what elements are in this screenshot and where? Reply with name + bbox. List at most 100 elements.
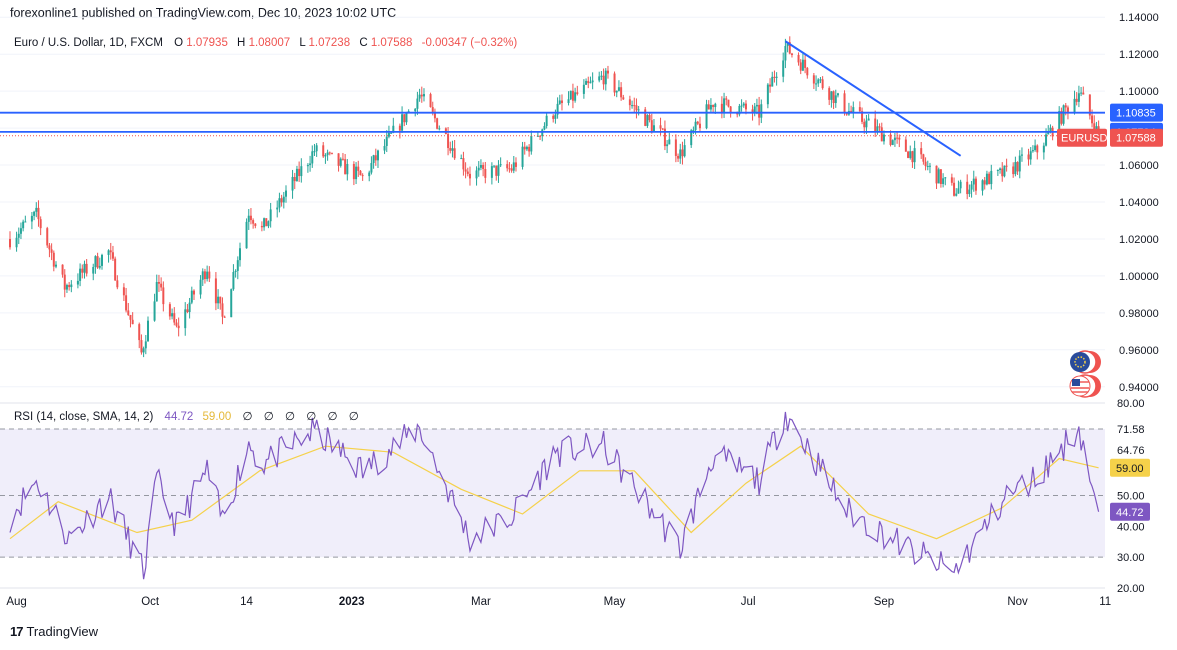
candle-body [755,104,758,107]
candle-body [214,278,217,304]
currency-flags[interactable] [1069,350,1101,398]
candle-body [35,207,38,212]
candle-body [223,316,226,318]
published-caption: forexonline1 published on TradingView.co… [10,6,397,20]
candle-body [674,139,677,156]
eu-flag-icon[interactable] [1070,350,1101,374]
candle-body [85,263,88,274]
candle-body [326,152,329,156]
candle-body [828,88,831,100]
empty-slot-icon: ∅ [243,411,253,423]
candle-body [330,152,333,154]
candle-body [260,225,263,228]
candle-body [374,155,377,161]
candle-body [1073,98,1076,113]
candle-body [30,215,33,222]
candle-body [295,168,298,182]
candle-body [199,279,202,295]
candle-body [567,99,570,104]
close-value: 1.07588 [371,37,413,49]
candle-body [985,173,988,185]
candle-body [896,137,899,139]
candle-body [175,322,178,326]
candle-body [1018,155,1021,172]
candle-body [990,170,993,185]
candle-body [775,76,778,78]
rsi-tick-label: 71.58 [1117,424,1145,436]
candle-body [852,107,855,113]
candle-body [313,151,316,153]
candle-body [582,84,585,94]
candle-body [1042,145,1045,153]
candle-body [1066,107,1069,113]
candle-body [98,265,101,268]
candle-body [836,93,839,96]
candle-body [184,309,187,329]
candle-body [293,176,296,182]
candle-body [882,134,885,142]
tradingview-logo[interactable]: 17 TradingView [10,624,98,639]
candle-body [19,228,22,234]
candle-body [1034,145,1037,151]
candle-body [983,180,986,185]
candle-body [280,198,283,203]
candle-body [344,159,347,175]
line-price-badge-label: 1.10835 [1116,108,1156,120]
candle-body [928,165,931,167]
candle-body [1045,134,1048,146]
low-value: 1.07238 [309,37,351,49]
candle-body [433,111,436,119]
candle-body [799,62,802,71]
candle-body [1064,105,1067,108]
trendline-group [784,40,962,157]
candle-body [162,287,165,305]
candle-body [254,223,257,226]
candle-body [937,169,940,184]
candle-body [475,170,478,179]
candle-body [817,79,820,84]
candle-body [208,271,211,279]
tradingview-mark-icon: 17 [10,624,24,639]
candle-body [600,75,603,77]
candle-body [306,165,309,167]
candle-body [661,128,664,130]
candle-body [276,207,279,210]
candle-body [723,98,726,113]
candle-body [269,209,272,222]
candle-body [942,178,945,184]
candle-body [539,135,542,137]
candle-body [738,105,741,115]
candle-body [177,325,180,329]
candle-body [604,70,607,85]
candle-body [950,177,953,183]
candle-body [70,284,73,288]
candle-body [832,91,835,104]
candle-body [666,144,669,147]
candle-body [613,73,616,93]
candle-body [341,158,344,160]
candle-body [898,137,901,140]
candle-body [142,348,145,353]
candle-body [368,172,371,177]
candle-body [146,320,149,342]
price-tick-label: 1.12000 [1119,49,1159,61]
price-tick-label: 1.02000 [1119,234,1159,246]
price-tick-label: 0.94000 [1119,382,1159,394]
last-price-badge [1110,128,1163,147]
us-flag-icon[interactable] [1069,374,1101,398]
candle-body [33,211,36,216]
candle-body [403,114,406,123]
candle-body [878,126,881,128]
candle-body [729,106,732,114]
candle-body [874,118,877,132]
candle-body [111,252,114,259]
time-axis[interactable]: Aug Oct 14 2023 Mar May Jul Sep Nov 11 [0,587,1111,608]
candle-body [479,165,482,168]
candle-body [996,169,999,171]
candle-body [830,91,833,100]
candle-body [742,103,745,106]
candle-body [843,93,846,113]
candle-body [462,158,465,170]
candle-body [970,184,973,190]
